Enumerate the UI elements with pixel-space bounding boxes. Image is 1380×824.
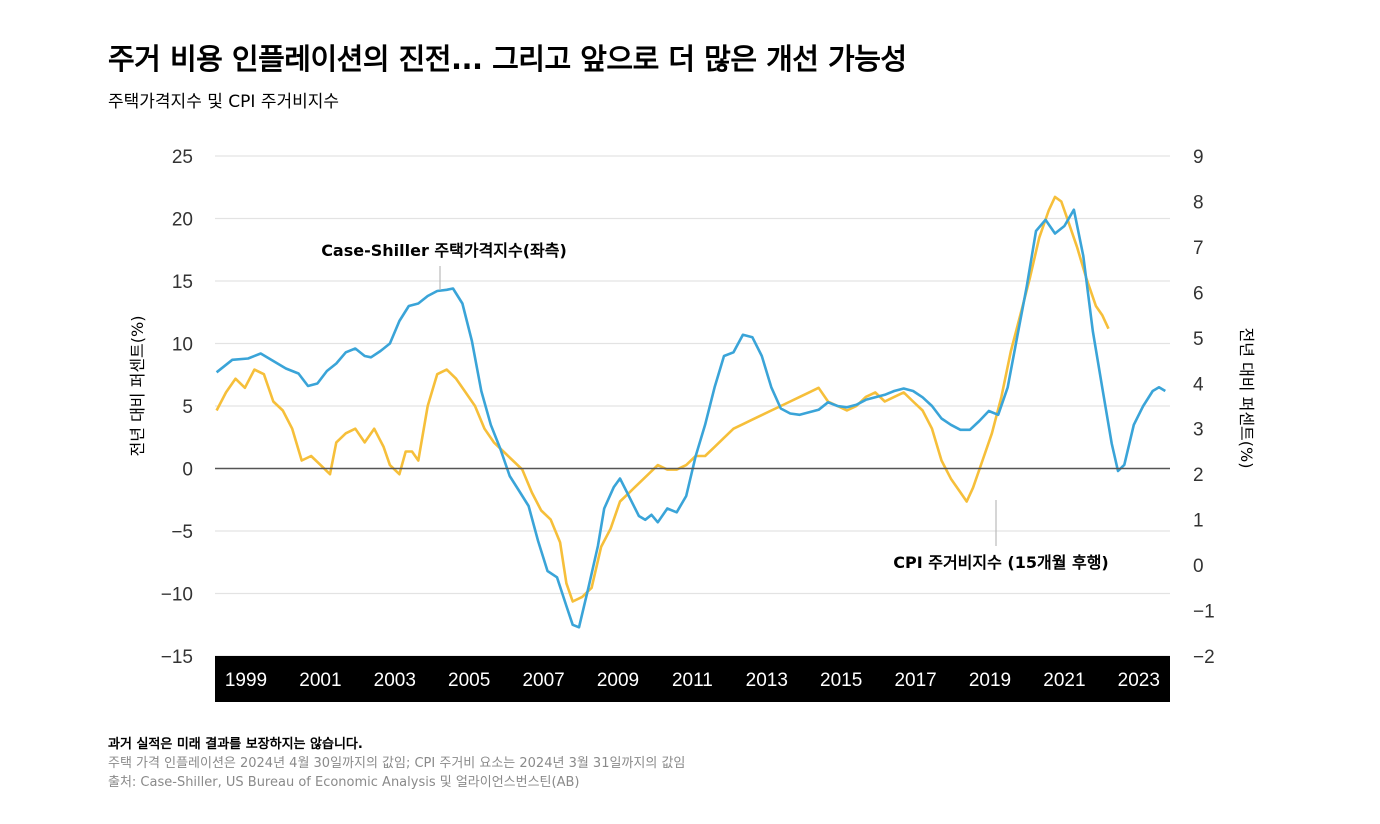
x-tick-label: 2015 <box>820 670 862 691</box>
x-tick-label: 2007 <box>522 670 564 691</box>
case-shiller-annotation: Case-Shiller 주택가격지수(좌측) <box>321 241 567 260</box>
right-tick-label: 2 <box>1193 465 1204 486</box>
left-tick-label: 20 <box>172 210 193 231</box>
left-tick-label: 0 <box>182 460 193 481</box>
cpi-annotation: CPI 주거비지수 (15개월 후행) <box>893 553 1109 572</box>
page-subtitle: 주택가격지수 및 CPI 주거비지수 <box>108 92 340 112</box>
right-tick-label: 3 <box>1193 420 1204 441</box>
left-tick-label: −15 <box>161 647 193 668</box>
right-tick-label: 8 <box>1193 192 1204 213</box>
right-tick-label: 0 <box>1193 556 1204 577</box>
x-tick-label: 1999 <box>225 670 267 691</box>
x-tick-label: 2019 <box>969 670 1011 691</box>
right-tick-label: 1 <box>1193 511 1204 532</box>
data-note-text: 주택 가격 인플레이션은 2024년 4월 30일까지의 값임; CPI 주거비… <box>108 756 686 771</box>
right-tick-label: −1 <box>1193 602 1215 623</box>
left-tick-label: −5 <box>171 522 193 543</box>
x-tick-label: 2009 <box>597 670 639 691</box>
x-tick-label: 2011 <box>672 670 713 691</box>
disclaimer-text: 과거 실적은 미래 결과를 보장하지는 않습니다. <box>108 737 363 752</box>
x-tick-label: 2001 <box>299 670 341 691</box>
x-tick-label: 2003 <box>374 670 416 691</box>
left-tick-label: 25 <box>172 147 193 168</box>
page-title: 주거 비용 인플레이션의 진전... 그리고 앞으로 더 많은 개선 가능성 <box>108 42 907 76</box>
x-tick-label: 2013 <box>746 670 788 691</box>
left-tick-label: 15 <box>172 272 193 293</box>
x-axis-band <box>215 656 1170 702</box>
right-tick-label: 6 <box>1193 283 1204 304</box>
left-tick-label: −10 <box>161 585 193 606</box>
left-tick-label: 10 <box>172 335 193 356</box>
x-tick-label: 2023 <box>1118 670 1160 691</box>
right-tick-label: 4 <box>1193 374 1204 395</box>
left-tick-label: 5 <box>182 397 193 418</box>
right-tick-label: 9 <box>1193 147 1204 168</box>
right-tick-label: 7 <box>1193 238 1204 259</box>
x-tick-label: 2017 <box>894 670 936 691</box>
right-axis-title: 전년 대비 퍼센트(%) <box>1237 328 1256 469</box>
case-shiller-line <box>215 208 1166 629</box>
x-tick-label: 2021 <box>1043 670 1085 691</box>
cpi-shelter-line <box>215 195 1110 603</box>
source-text: 출처: Case-Shiller, US Bureau of Economic … <box>108 775 580 790</box>
right-tick-label: −2 <box>1193 647 1215 668</box>
right-tick-label: 5 <box>1193 329 1204 350</box>
x-tick-label: 2005 <box>448 670 490 691</box>
left-axis-title: 전년 대비 퍼센트(%) <box>128 316 147 457</box>
